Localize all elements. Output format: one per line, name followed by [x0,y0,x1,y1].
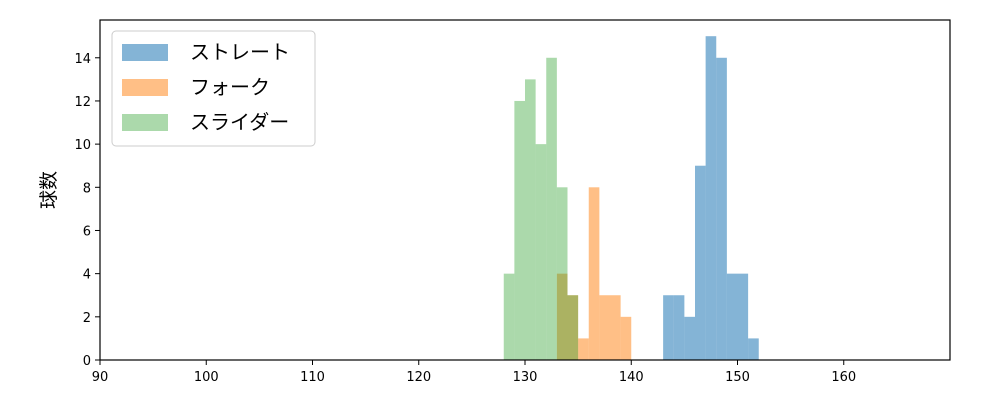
bar-1-6 [716,57,727,361]
bar-2-5 [599,295,610,360]
bar-2-3 [578,338,589,360]
bar-2-1 [556,273,568,360]
y-tick-label: 10 [74,138,91,153]
bar-1-2 [673,295,685,360]
legend-label: ストレート [190,40,290,64]
y-axis: 0 2 4 6 8 10 12 14 [74,52,100,369]
y-tick-label: 6 [83,224,91,239]
legend-swatch [122,79,168,96]
bar-1-7 [726,273,738,360]
x-tick-label: 110 [300,370,325,385]
y-tick-label: 8 [83,181,91,196]
bar-3-7 [567,295,579,360]
bar-2-4 [588,187,600,360]
y-tick-label: 14 [74,52,91,67]
y-tick-label: 12 [74,95,91,110]
bar-1-5 [705,36,717,360]
legend-label: フォーク [190,75,270,99]
x-tick-label: 130 [513,370,538,385]
bar-3-4 [535,144,547,360]
x-tick-label: 150 [725,370,750,385]
bar-1-9 [748,338,759,360]
bar-1-1 [663,295,674,360]
y-tick-label: 4 [83,268,91,283]
x-tick-label: 160 [831,370,856,385]
x-tick-label: 100 [194,370,219,385]
x-axis: 90 100 110 120 130 140 150 160 [92,360,856,385]
bar-1-8 [737,273,749,360]
bar-1-3 [684,316,695,360]
bar-2-2 [567,295,579,360]
bar-3-2 [514,100,525,360]
legend-label: スライダー [190,110,289,134]
bar-2-7 [620,316,632,360]
bars-layer [503,36,759,361]
legend-swatch [122,44,168,61]
x-tick-label: 120 [406,370,431,385]
bar-3-1 [503,273,515,360]
bar-3-3 [525,79,536,360]
x-tick-label: 140 [619,370,644,385]
bar-1-4 [695,165,706,360]
y-axis-label: 球数 [38,171,60,209]
bar-3-6 [556,187,568,360]
bar-2-6 [610,295,621,360]
legend-swatch [122,114,168,131]
y-tick-label: 0 [83,354,91,369]
x-tick-label: 90 [92,370,109,385]
bar-3-5 [546,57,557,361]
y-tick-label: 2 [83,311,91,326]
